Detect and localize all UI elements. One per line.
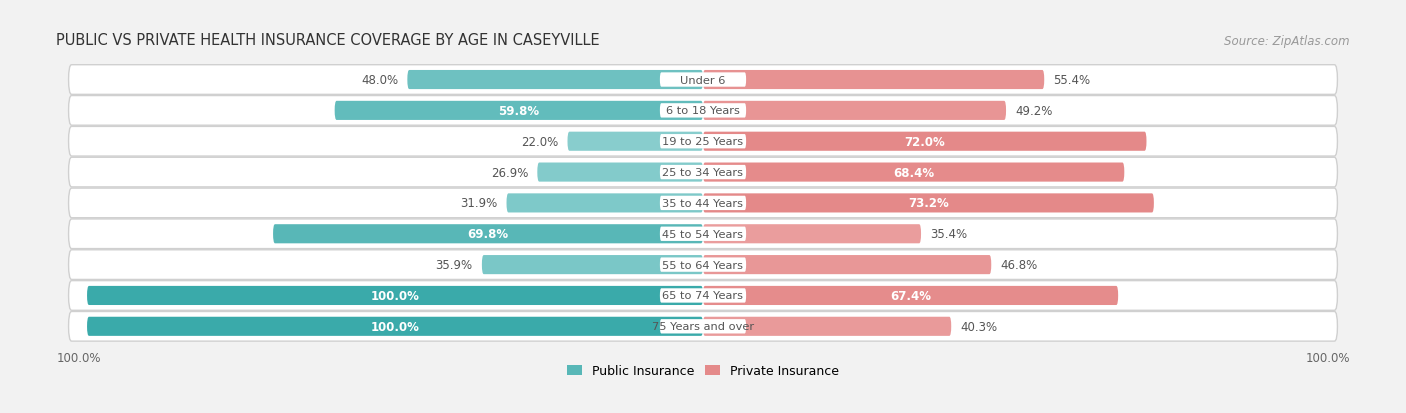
Text: 45 to 54 Years: 45 to 54 Years: [662, 229, 744, 239]
Text: 55.4%: 55.4%: [1053, 74, 1091, 87]
FancyBboxPatch shape: [69, 281, 1337, 311]
Text: Under 6: Under 6: [681, 75, 725, 85]
Text: Source: ZipAtlas.com: Source: ZipAtlas.com: [1225, 35, 1350, 48]
Text: 100.0%: 100.0%: [371, 289, 419, 302]
FancyBboxPatch shape: [659, 166, 747, 180]
Text: 68.4%: 68.4%: [893, 166, 934, 179]
Text: 25 to 34 Years: 25 to 34 Years: [662, 168, 744, 178]
Text: 19 to 25 Years: 19 to 25 Years: [662, 137, 744, 147]
Text: 35.4%: 35.4%: [931, 228, 967, 241]
Text: 35.9%: 35.9%: [436, 259, 472, 271]
Text: 59.8%: 59.8%: [498, 104, 540, 118]
Text: 46.8%: 46.8%: [1001, 259, 1038, 271]
FancyBboxPatch shape: [659, 289, 747, 303]
Text: PUBLIC VS PRIVATE HEALTH INSURANCE COVERAGE BY AGE IN CASEYVILLE: PUBLIC VS PRIVATE HEALTH INSURANCE COVER…: [56, 33, 600, 48]
FancyBboxPatch shape: [659, 227, 747, 241]
FancyBboxPatch shape: [335, 102, 703, 121]
Text: 100.0%: 100.0%: [371, 320, 419, 333]
FancyBboxPatch shape: [703, 286, 1118, 305]
Text: 40.3%: 40.3%: [960, 320, 998, 333]
FancyBboxPatch shape: [659, 196, 747, 211]
Text: 22.0%: 22.0%: [522, 135, 558, 148]
FancyBboxPatch shape: [87, 286, 703, 305]
FancyBboxPatch shape: [659, 135, 747, 149]
FancyBboxPatch shape: [537, 163, 703, 182]
Text: 69.8%: 69.8%: [467, 228, 509, 241]
Text: 100.0%: 100.0%: [56, 351, 101, 364]
Text: 100.0%: 100.0%: [1305, 351, 1350, 364]
Text: 75 Years and over: 75 Years and over: [652, 322, 754, 332]
FancyBboxPatch shape: [69, 127, 1337, 157]
Text: 67.4%: 67.4%: [890, 289, 931, 302]
Text: 55 to 64 Years: 55 to 64 Years: [662, 260, 744, 270]
FancyBboxPatch shape: [69, 158, 1337, 188]
FancyBboxPatch shape: [659, 104, 747, 118]
FancyBboxPatch shape: [703, 71, 1045, 90]
FancyBboxPatch shape: [703, 163, 1125, 182]
Text: 72.0%: 72.0%: [904, 135, 945, 148]
FancyBboxPatch shape: [506, 194, 703, 213]
Text: 6 to 18 Years: 6 to 18 Years: [666, 106, 740, 116]
FancyBboxPatch shape: [703, 132, 1146, 152]
Text: 31.9%: 31.9%: [460, 197, 498, 210]
Text: 73.2%: 73.2%: [908, 197, 949, 210]
FancyBboxPatch shape: [69, 312, 1337, 341]
FancyBboxPatch shape: [659, 319, 747, 334]
FancyBboxPatch shape: [69, 250, 1337, 280]
FancyBboxPatch shape: [69, 189, 1337, 218]
Text: 26.9%: 26.9%: [491, 166, 529, 179]
FancyBboxPatch shape: [703, 194, 1154, 213]
FancyBboxPatch shape: [659, 73, 747, 88]
FancyBboxPatch shape: [69, 66, 1337, 95]
FancyBboxPatch shape: [568, 132, 703, 152]
FancyBboxPatch shape: [69, 96, 1337, 126]
FancyBboxPatch shape: [659, 258, 747, 272]
Text: 65 to 74 Years: 65 to 74 Years: [662, 291, 744, 301]
FancyBboxPatch shape: [703, 317, 952, 336]
FancyBboxPatch shape: [703, 102, 1007, 121]
FancyBboxPatch shape: [703, 225, 921, 244]
FancyBboxPatch shape: [273, 225, 703, 244]
FancyBboxPatch shape: [703, 255, 991, 275]
Text: 48.0%: 48.0%: [361, 74, 398, 87]
Legend: Public Insurance, Private Insurance: Public Insurance, Private Insurance: [562, 359, 844, 382]
FancyBboxPatch shape: [69, 219, 1337, 249]
FancyBboxPatch shape: [408, 71, 703, 90]
Text: 35 to 44 Years: 35 to 44 Years: [662, 198, 744, 209]
Text: 49.2%: 49.2%: [1015, 104, 1053, 118]
FancyBboxPatch shape: [482, 255, 703, 275]
FancyBboxPatch shape: [87, 317, 703, 336]
